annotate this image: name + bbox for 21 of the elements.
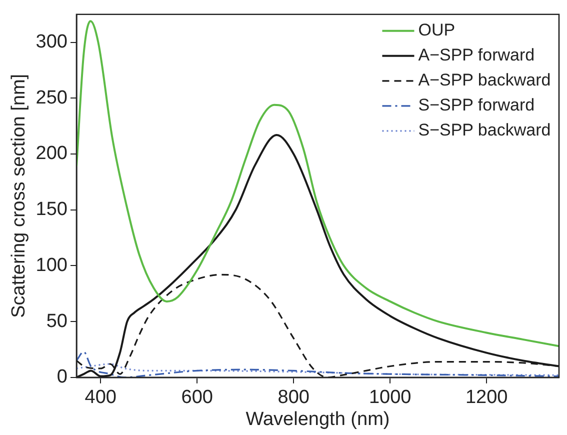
y-tick-label: 100 xyxy=(36,254,68,276)
legend-label: OUP xyxy=(418,20,456,40)
x-tick-label: 800 xyxy=(278,387,310,408)
x-axis-title: Wavelength (nm) xyxy=(246,408,390,430)
legend-label: A−SPP forward xyxy=(418,46,535,65)
y-axis-title: Scattering cross section [nm] xyxy=(8,74,30,318)
y-tick-label: 50 xyxy=(46,310,68,332)
y-tick-label: 0 xyxy=(56,366,68,388)
x-tick-label: 400 xyxy=(84,387,116,408)
y-tick-label: 300 xyxy=(36,32,68,53)
y-tick-label: 250 xyxy=(36,87,68,108)
legend-label: S−SPP backward xyxy=(418,120,551,140)
y-tick-label: 150 xyxy=(36,199,68,220)
x-tick-label: 600 xyxy=(181,387,213,408)
x-tick-label: 1000 xyxy=(368,387,412,408)
y-tick-label: 200 xyxy=(36,143,68,164)
x-tick-label: 1200 xyxy=(465,387,508,408)
line-series xyxy=(76,363,559,376)
legend-label: S−SPP forward xyxy=(418,96,535,115)
line-series xyxy=(76,20,559,348)
legend-label: A−SPP backward xyxy=(418,70,551,90)
